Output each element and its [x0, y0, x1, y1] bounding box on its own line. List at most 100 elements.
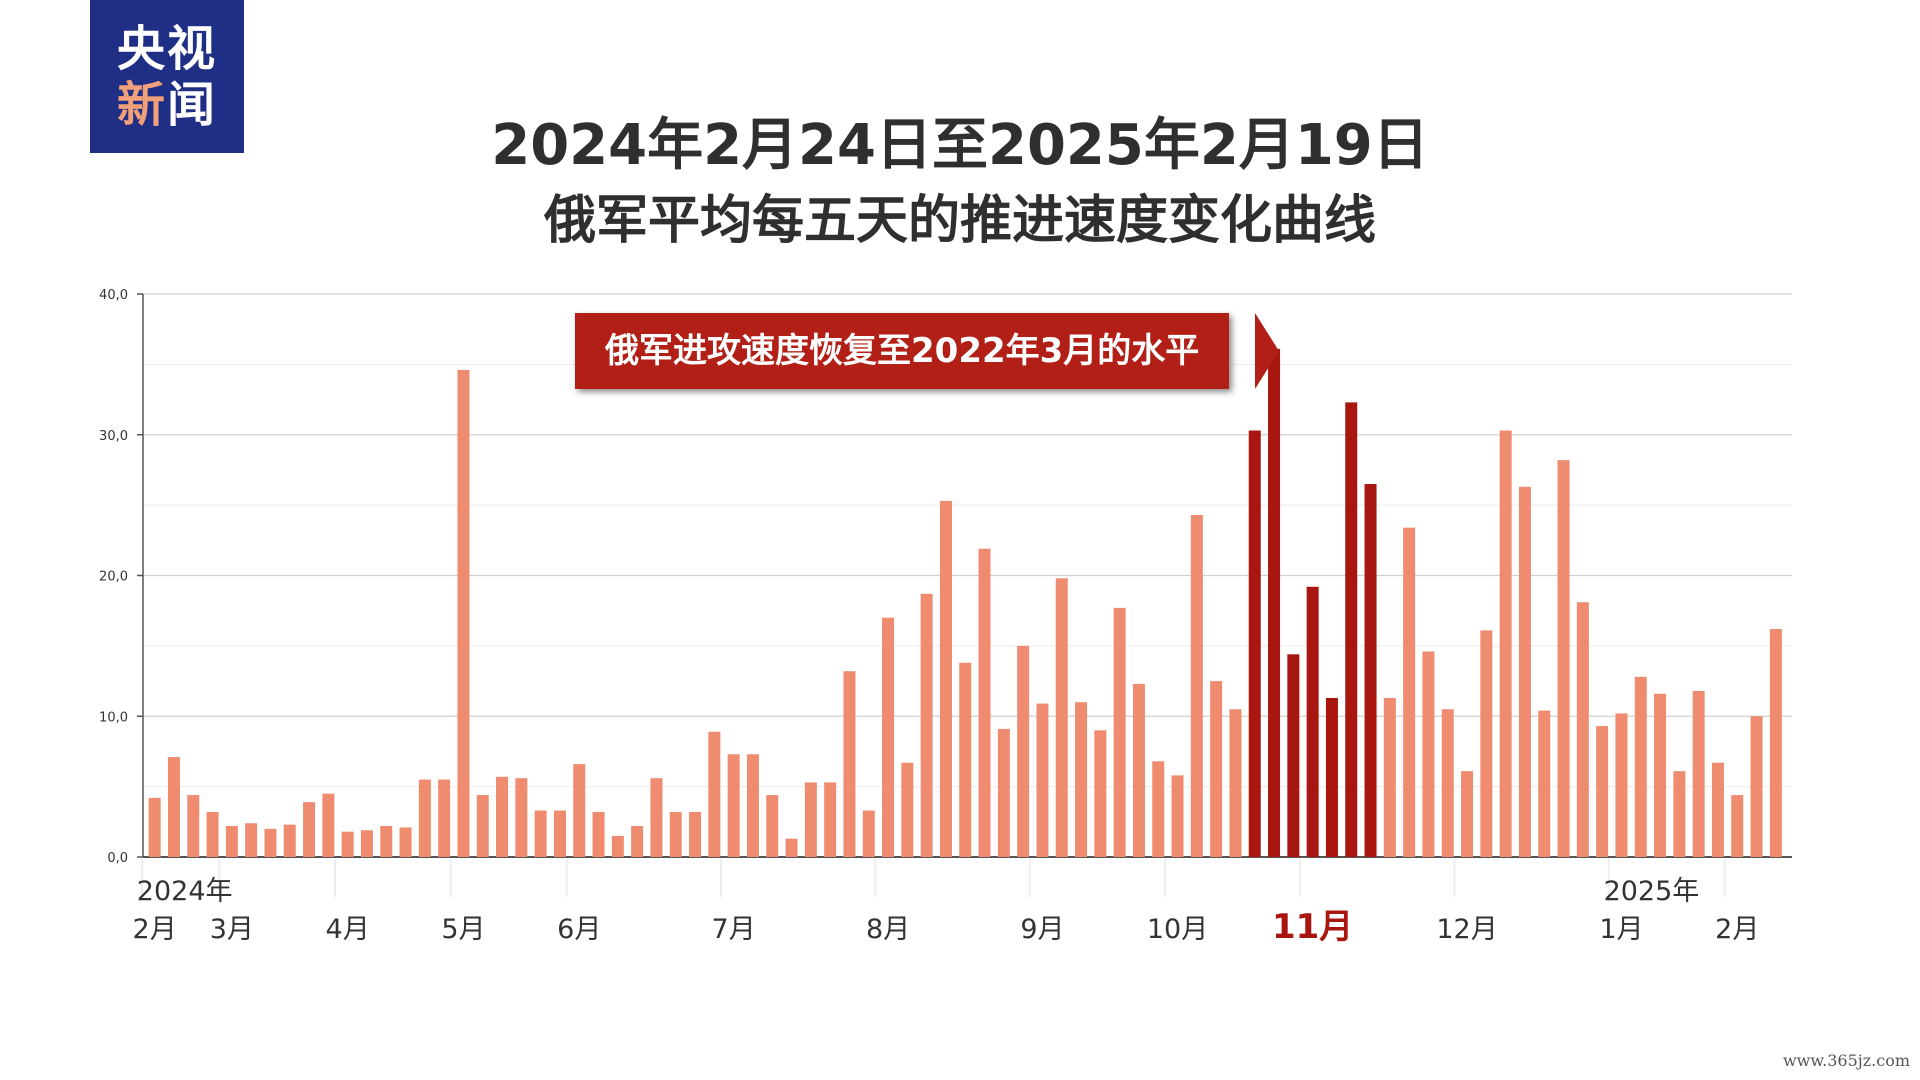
data-bar — [1017, 645, 1030, 857]
data-bar — [148, 797, 161, 857]
watermark-text: www.365jz.com — [1782, 1051, 1910, 1070]
highlight-bar — [1268, 348, 1281, 857]
chart-subtitle: 俄军平均每五天的推进速度变化曲线 — [543, 191, 1376, 251]
data-bar — [1036, 703, 1049, 857]
data-bar — [862, 810, 875, 857]
x-month-label: 6月 — [557, 914, 601, 945]
data-bar — [418, 779, 431, 857]
data-bar — [939, 500, 952, 857]
logo-line2: 新闻 — [117, 77, 217, 133]
data-bar — [534, 810, 547, 857]
data-bar — [322, 793, 335, 857]
data-bar — [592, 811, 605, 857]
highlight-bar — [1306, 586, 1319, 857]
data-bar — [689, 811, 702, 857]
data-bar — [245, 823, 258, 857]
data-bar — [766, 795, 779, 857]
data-bar — [669, 811, 682, 857]
data-bar — [1403, 527, 1416, 857]
data-bar — [1711, 762, 1724, 857]
data-bar — [341, 831, 354, 857]
data-bar — [1692, 690, 1705, 857]
data-bar — [167, 757, 180, 857]
logo-line2-first: 新 — [116, 76, 167, 133]
data-bar — [1113, 607, 1126, 857]
data-bar — [727, 754, 740, 857]
x-year-label: 2024年 — [137, 876, 233, 907]
data-bar — [1654, 693, 1667, 857]
x-month-label: 1月 — [1599, 914, 1643, 945]
data-bar — [283, 824, 296, 857]
data-bar — [920, 593, 933, 857]
data-bar — [206, 811, 219, 857]
data-bar — [1634, 676, 1647, 857]
data-bar — [1557, 460, 1570, 857]
data-bar — [1422, 651, 1435, 857]
data-bar — [496, 776, 509, 857]
data-bar — [708, 731, 721, 857]
x-month-label: 2月 — [133, 914, 177, 945]
y-tick-label: 0,0 — [107, 851, 128, 866]
data-bar — [438, 779, 451, 857]
highlight-bar — [1345, 402, 1358, 857]
data-bar — [611, 835, 624, 857]
data-bar — [303, 802, 316, 857]
x-month-label: 7月 — [712, 914, 756, 945]
y-tick-label: 10,0 — [99, 710, 128, 725]
data-bar — [785, 838, 798, 857]
callout-annotation: 俄军进攻速度恢复至2022年3月的水平 — [575, 313, 1230, 389]
x-month-label: 9月 — [1020, 914, 1064, 945]
data-bar — [1075, 702, 1088, 857]
data-bar — [1538, 710, 1551, 857]
data-bar — [1383, 697, 1396, 857]
data-bar — [225, 826, 238, 857]
data-bar — [1132, 683, 1145, 857]
data-bar — [1750, 716, 1763, 857]
callout-pointer — [1255, 313, 1279, 389]
data-bar — [1480, 630, 1493, 857]
data-bar — [1094, 730, 1107, 857]
x-month-label: 2月 — [1715, 914, 1759, 945]
logo-line1: 央视 — [116, 20, 217, 77]
data-bar — [843, 671, 856, 857]
data-bar — [1055, 578, 1068, 857]
data-bar — [901, 762, 914, 857]
data-bar — [746, 754, 759, 857]
x-month-label: 8月 — [866, 914, 910, 945]
data-bar — [959, 662, 972, 857]
y-tick-label: 20,0 — [99, 570, 128, 585]
data-bar — [553, 810, 566, 857]
data-bar — [399, 827, 412, 857]
y-tick-label: 30,0 — [99, 429, 128, 444]
data-bar — [804, 782, 817, 857]
x-month-label: 12月 — [1436, 914, 1497, 945]
cctv-news-logo: 央视 新闻 — [90, 0, 244, 153]
data-bar — [1576, 602, 1589, 857]
data-bar — [380, 826, 393, 857]
highlight-bar — [1364, 484, 1377, 857]
data-bar — [476, 795, 489, 857]
data-bar — [1596, 726, 1609, 857]
data-bar — [882, 617, 895, 857]
data-bar — [1731, 795, 1744, 857]
data-bar — [997, 728, 1010, 857]
highlight-bar — [1287, 654, 1300, 857]
data-bar — [978, 548, 991, 857]
data-bar — [650, 778, 663, 857]
data-bar — [1190, 514, 1203, 857]
data-bar — [457, 370, 470, 857]
data-bar — [1229, 709, 1242, 857]
chart-title: 2024年2月24日至2025年2月19日 — [491, 113, 1429, 178]
logo-line2-second: 闻 — [167, 76, 218, 133]
y-tick-label: 40,0 — [99, 288, 128, 303]
data-bar — [1461, 771, 1474, 857]
data-bar — [1171, 775, 1184, 857]
data-bar — [264, 828, 277, 857]
x-month-label: 3月 — [210, 914, 254, 945]
data-bar — [573, 764, 586, 857]
x-month-label: 5月 — [441, 914, 485, 945]
data-bar — [1441, 709, 1454, 857]
x-year-label: 2025年 — [1604, 876, 1700, 907]
x-month-label: 11月 — [1272, 907, 1353, 947]
